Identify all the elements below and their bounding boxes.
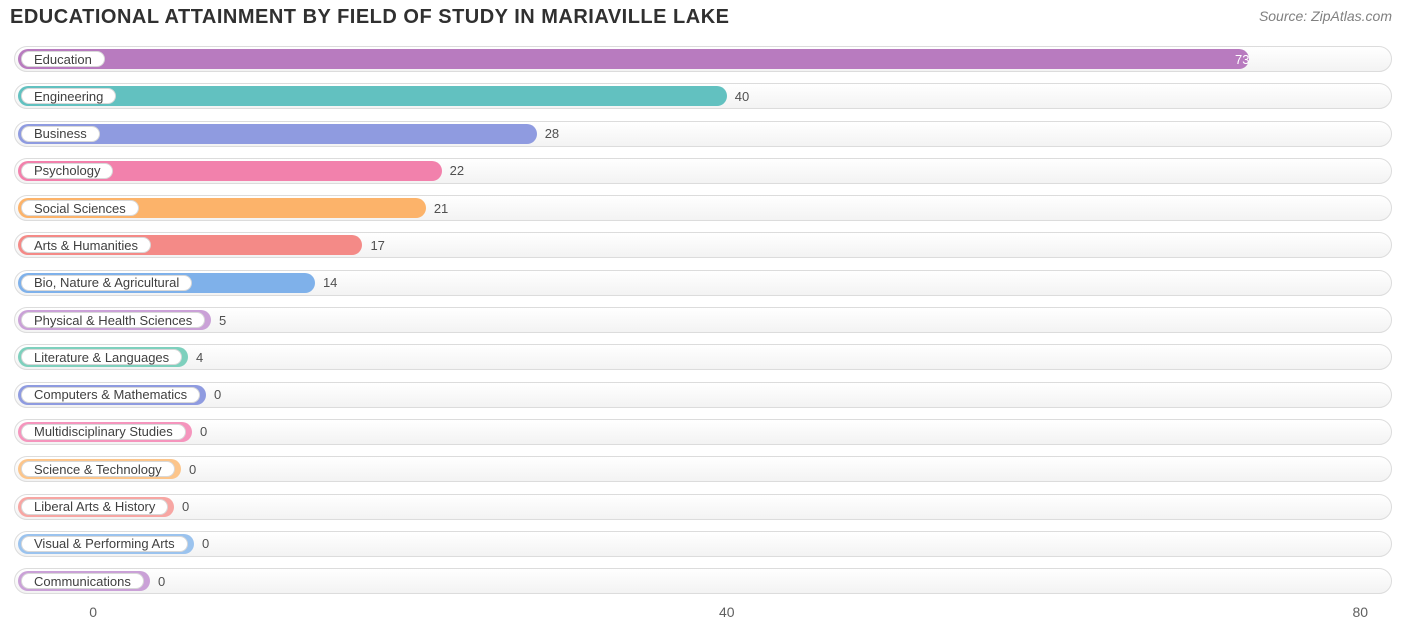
- category-label: Business: [21, 126, 100, 142]
- bar-row: Liberal Arts & History 0: [14, 490, 1392, 524]
- value-label: 0: [158, 564, 165, 598]
- x-axis: 0 40 80: [14, 604, 1392, 624]
- value-label: 28: [545, 117, 559, 151]
- value-label: 21: [434, 191, 448, 225]
- x-tick: 80: [1353, 604, 1369, 620]
- category-label: Visual & Performing Arts: [21, 536, 188, 552]
- bar-row: Psychology 22: [14, 154, 1392, 188]
- value-label: 0: [214, 378, 221, 412]
- bar-track: [14, 419, 1392, 445]
- chart-area: Education73Engineering40Business28Psycho…: [14, 42, 1392, 602]
- category-label: Science & Technology: [21, 461, 175, 477]
- bar-track: [14, 456, 1392, 482]
- value-label: 5: [219, 303, 226, 337]
- category-label: Multidisciplinary Studies: [21, 424, 186, 440]
- bar-row: Physical & Health Sciences 5: [14, 303, 1392, 337]
- value-label: 0: [189, 452, 196, 486]
- bar-track: [14, 494, 1392, 520]
- chart-title: EDUCATIONAL ATTAINMENT BY FIELD OF STUDY…: [10, 6, 730, 29]
- bar-row: Engineering 40: [14, 79, 1392, 113]
- value-label: 40: [735, 79, 749, 113]
- bar-track: [14, 344, 1392, 370]
- x-tick: 40: [719, 604, 735, 620]
- bar-row: Multidisciplinary Studies 0: [14, 415, 1392, 449]
- bar-row: Business 28: [14, 117, 1392, 151]
- category-label: Liberal Arts & History: [21, 499, 168, 515]
- bar-row: Science & Technology 0: [14, 452, 1392, 486]
- bar-row: Communications 0: [14, 564, 1392, 598]
- bar-row: Literature & Languages 4: [14, 340, 1392, 374]
- source-attribution: Source: ZipAtlas.com: [1259, 8, 1392, 24]
- value-label: 4: [196, 340, 203, 374]
- category-label: Arts & Humanities: [21, 237, 151, 253]
- category-label: Engineering: [21, 88, 116, 104]
- category-label: Communications: [21, 573, 144, 589]
- value-label: 0: [200, 415, 207, 449]
- value-label: 22: [450, 154, 464, 188]
- bar-fill: [18, 86, 727, 106]
- bar-row: Education73: [14, 42, 1392, 76]
- category-label: Physical & Health Sciences: [21, 312, 205, 328]
- bar-row: Social Sciences 21: [14, 191, 1392, 225]
- bar-row: Arts & Humanities 17: [14, 228, 1392, 262]
- category-label: Computers & Mathematics: [21, 387, 200, 403]
- value-label: 0: [182, 490, 189, 524]
- bar-row: Bio, Nature & Agricultural 14: [14, 266, 1392, 300]
- value-label: 0: [202, 527, 209, 561]
- value-label: 14: [323, 266, 337, 300]
- category-label: Psychology: [21, 163, 113, 179]
- category-label: Bio, Nature & Agricultural: [21, 275, 192, 291]
- bar-row: Computers & Mathematics 0: [14, 378, 1392, 412]
- value-label: 73: [18, 42, 1249, 76]
- bar-track: [14, 568, 1392, 594]
- value-label: 17: [370, 228, 384, 262]
- category-label: Literature & Languages: [21, 349, 182, 365]
- x-tick: 0: [89, 604, 97, 620]
- category-label: Social Sciences: [21, 200, 139, 216]
- bar-track: [14, 531, 1392, 557]
- bar-row: Visual & Performing Arts 0: [14, 527, 1392, 561]
